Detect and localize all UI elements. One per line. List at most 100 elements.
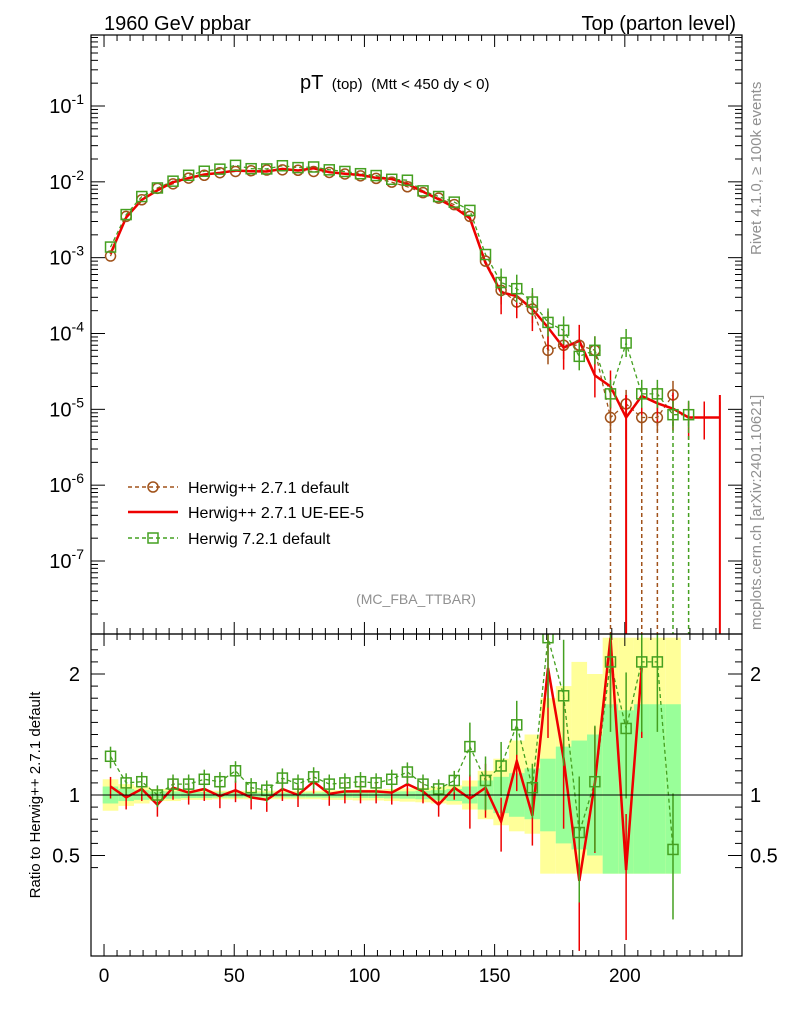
y-tick-label-exponent: -4 xyxy=(72,319,85,335)
y-tick-label-exponent: -2 xyxy=(72,167,85,183)
hw721-point xyxy=(635,388,648,400)
header-left: 1960 GeV ppbar xyxy=(104,13,251,35)
band-green-bin xyxy=(633,704,650,874)
ratio-hw721-point xyxy=(635,656,648,668)
band-green-bin xyxy=(665,704,681,874)
y-tick-label-exponent: -3 xyxy=(72,243,85,259)
x-tick-label: 50 xyxy=(224,966,245,987)
hw721-point xyxy=(276,159,289,172)
ratio-hw721-point xyxy=(136,775,148,788)
hw721-point xyxy=(526,296,539,308)
ratio-hw721-point xyxy=(323,778,336,790)
hw271-point xyxy=(479,255,492,267)
plot-title-sub2: (Mtt < 450 dy < 0) xyxy=(371,76,489,93)
hw721-point xyxy=(214,163,226,175)
hw721-point xyxy=(167,175,179,187)
ratio-hw721-point xyxy=(307,771,320,783)
ratio-hw721-point xyxy=(542,634,554,644)
ratio-hw721-point xyxy=(432,783,445,795)
ratio-hw721-point xyxy=(479,774,492,787)
ratio-hw721-point xyxy=(167,778,179,790)
hw271-point xyxy=(401,181,414,193)
x-tick-label: 150 xyxy=(479,966,511,987)
y-tick-label-ratio-right: 1 xyxy=(750,785,761,807)
ratio-hw721-point xyxy=(651,656,664,668)
ratio-ylabel: Ratio to Herwig++ 2.7.1 default xyxy=(27,691,44,899)
hw721-point xyxy=(386,173,398,186)
x-tick-label: 100 xyxy=(349,966,381,987)
y-tick-label-exponent: -7 xyxy=(72,546,85,562)
ratio-hw721-point xyxy=(339,777,351,789)
ratio-hw721-point xyxy=(448,774,461,787)
ratio-hw721-point xyxy=(198,773,211,786)
hw721-point xyxy=(354,167,367,180)
band-green-bin xyxy=(602,704,619,874)
ratio-hw721-point xyxy=(667,843,679,856)
hw721-point xyxy=(370,169,382,182)
hw721-point xyxy=(323,164,336,176)
ratio-hw721-point xyxy=(386,773,398,786)
legend-item-hw721: Herwig 7.2.1 default xyxy=(128,531,331,548)
legend-item-ueee5: Herwig++ 2.7.1 UE-EE-5 xyxy=(128,505,364,522)
y-tick-label-main: 10-5 xyxy=(49,394,84,421)
y-tick-label-exponent: -1 xyxy=(72,91,85,107)
hw721-point xyxy=(104,241,117,253)
hw721-point xyxy=(682,408,695,421)
hw721-point xyxy=(542,316,554,329)
y-tick-label-main: 10-2 xyxy=(49,167,84,194)
hw271-point xyxy=(464,210,476,223)
y-tick-label-ratio-left: 2 xyxy=(69,664,80,686)
plot-title-main: pT xyxy=(300,72,323,94)
y-tick-label-ratio-right: 2 xyxy=(750,664,761,686)
y-tick-label-main: 10-1 xyxy=(49,91,84,118)
y-tick-label-exponent: -5 xyxy=(72,394,85,410)
legend-marker-hw271 xyxy=(147,481,159,493)
hw721-point xyxy=(182,169,195,182)
legend-label-ueee5: Herwig++ 2.7.1 UE-EE-5 xyxy=(188,505,364,522)
hw721-point xyxy=(557,324,570,337)
hw721-point xyxy=(573,350,585,363)
hw721-point xyxy=(448,196,461,208)
hw271-point xyxy=(229,165,242,178)
hw721-point xyxy=(667,408,679,421)
ratio-hw721-point xyxy=(229,765,242,777)
ratio-hw721-point xyxy=(245,781,257,794)
hw721-point xyxy=(261,163,273,175)
ratio-hw721-point xyxy=(104,750,117,763)
rivet-version-label: Rivet 4.1.0, ≥ 100k events xyxy=(748,82,765,255)
hw271-point xyxy=(104,250,117,262)
ratio-hw721-point xyxy=(276,772,289,784)
ratio-hw721-point xyxy=(589,775,601,788)
legend-marker-hw721 xyxy=(147,532,159,544)
hw721-point xyxy=(151,182,164,194)
ratio-hw721-point xyxy=(495,760,507,772)
legend: Herwig++ 2.7.1 default Herwig++ 2.7.1 UE… xyxy=(128,480,364,548)
y-tick-label-main: 10-7 xyxy=(49,546,84,573)
legend-label-hw271: Herwig++ 2.7.1 default xyxy=(188,480,350,497)
hw721-point xyxy=(432,190,445,203)
hw721-point xyxy=(511,282,523,295)
ratio-hw721-point xyxy=(526,781,539,794)
plot-title-sub1: (top) xyxy=(332,76,363,93)
y-tick-label-main: 10-6 xyxy=(49,470,84,497)
ratio-hw721-point xyxy=(354,775,367,788)
ratio-hw721-point xyxy=(417,778,429,790)
ratio-hw721-point xyxy=(214,775,226,788)
hw721-point xyxy=(136,190,148,203)
ratio-hw721-point xyxy=(557,690,570,702)
series-hw721-line xyxy=(109,164,689,416)
mcplots-label: mcplots.cern.ch [arXiv:2401.10621] xyxy=(748,395,765,630)
x-tick-label: 200 xyxy=(609,966,641,987)
ratio-hw721-point xyxy=(401,766,414,778)
hw721-point xyxy=(339,165,351,178)
series-ueee5-line xyxy=(109,167,720,420)
hw721-point xyxy=(292,161,304,174)
y-tick-label-exponent: -6 xyxy=(72,470,85,486)
band-green-bin xyxy=(649,704,666,874)
hw721-point xyxy=(495,276,507,289)
ratio-hw721-point xyxy=(511,719,523,731)
ratio-hw721-point xyxy=(120,777,132,789)
hw721-point xyxy=(198,165,211,177)
hw721-point xyxy=(401,174,414,186)
